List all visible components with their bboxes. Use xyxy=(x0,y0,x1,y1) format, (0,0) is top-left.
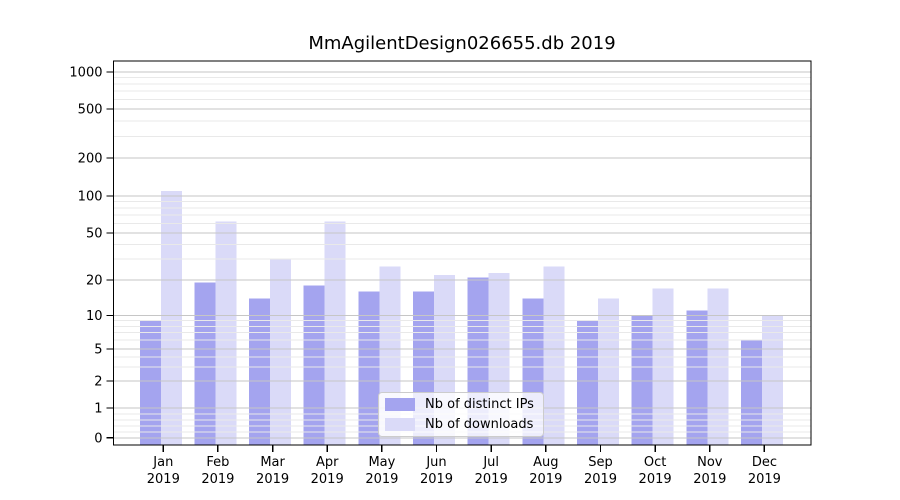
y-tick-label-0: 0 xyxy=(94,431,102,446)
axes-spines xyxy=(112,60,812,446)
x-tick-label-jun: Jun xyxy=(425,455,446,470)
y-axis: 0 1 2 5 10 20 50 100 200 500 1000 xyxy=(69,66,114,446)
legend-swatch-distinct-ips xyxy=(385,398,415,411)
x-axis: Jan 2019 Feb 2019 Mar 2019 Apr 2019 May 2019 Jun 20… xyxy=(147,445,781,487)
bar-nb-of-downloads-mar xyxy=(270,259,292,445)
legend: Nb of distinct IPs Nb of downloads xyxy=(378,392,544,437)
gridlines-major xyxy=(113,71,811,439)
x-tick-label-feb-year: 2019 xyxy=(201,472,234,487)
bar-nb-of-distinct-ips-nov xyxy=(686,310,708,445)
y-tick-label-20: 20 xyxy=(86,274,103,289)
y-tick-label-5: 5 xyxy=(94,343,102,358)
x-tick-label-mar: Mar xyxy=(260,455,285,470)
x-tick-label-may-year: 2019 xyxy=(365,472,398,487)
bar-nb-of-distinct-ips-may xyxy=(358,291,380,445)
x-tick-label-feb: Feb xyxy=(206,455,229,470)
chart-title: MmAgilentDesign026655.db 2019 xyxy=(308,33,616,54)
x-tick-label-jul: Jul xyxy=(482,455,499,470)
bar-nb-of-downloads-jan xyxy=(160,190,182,445)
bar-nb-of-distinct-ips-feb xyxy=(194,282,216,445)
bar-nb-of-distinct-ips-dec xyxy=(740,340,762,445)
y-tick-label-10: 10 xyxy=(86,309,103,324)
y-tick-label-500: 500 xyxy=(78,103,103,118)
x-tick-label-apr-year: 2019 xyxy=(311,472,344,487)
x-tick-label-dec: Dec xyxy=(752,455,777,470)
y-tick-label-100: 100 xyxy=(78,190,103,205)
x-tick-label-jan: Jan xyxy=(152,455,173,470)
x-tick-label-nov-year: 2019 xyxy=(693,472,726,487)
x-tick-label-mar-year: 2019 xyxy=(256,472,289,487)
x-tick-label-oct-year: 2019 xyxy=(639,472,672,487)
x-tick-label-oct: Oct xyxy=(644,455,666,470)
y-tick-label-1000: 1000 xyxy=(69,66,102,81)
bar-nb-of-downloads-aug xyxy=(543,266,565,445)
y-tick-label-1: 1 xyxy=(94,402,102,417)
legend-item-distinct-ips: Nb of distinct IPs xyxy=(385,398,537,411)
x-tick-label-may: May xyxy=(368,455,395,470)
y-tick-label-50: 50 xyxy=(86,227,103,242)
bar-nb-of-distinct-ips-oct xyxy=(631,315,653,445)
legend-label-downloads: Nb of downloads xyxy=(425,417,534,432)
y-tick-label-200: 200 xyxy=(78,152,103,167)
legend-item-downloads: Nb of downloads xyxy=(385,418,537,431)
x-tick-label-sep-year: 2019 xyxy=(584,472,617,487)
x-tick-label-jul-year: 2019 xyxy=(475,472,508,487)
x-tick-label-jun-year: 2019 xyxy=(420,472,453,487)
x-tick-label-jan-year: 2019 xyxy=(147,472,180,487)
x-tick-label-aug-year: 2019 xyxy=(529,472,562,487)
legend-label-distinct-ips: Nb of distinct IPs xyxy=(425,397,534,412)
x-tick-label-aug: Aug xyxy=(533,455,558,470)
x-tick-label-nov: Nov xyxy=(697,455,723,470)
x-tick-label-apr: Apr xyxy=(316,455,339,470)
legend-swatch-downloads xyxy=(385,418,415,431)
bar-nb-of-distinct-ips-apr xyxy=(303,285,325,445)
bar-nb-of-downloads-dec xyxy=(761,315,783,445)
x-tick-label-dec-year: 2019 xyxy=(748,472,781,487)
y-tick-label-2: 2 xyxy=(94,375,102,390)
gridlines-minor xyxy=(113,77,811,433)
x-tick-label-sep: Sep xyxy=(588,455,613,470)
